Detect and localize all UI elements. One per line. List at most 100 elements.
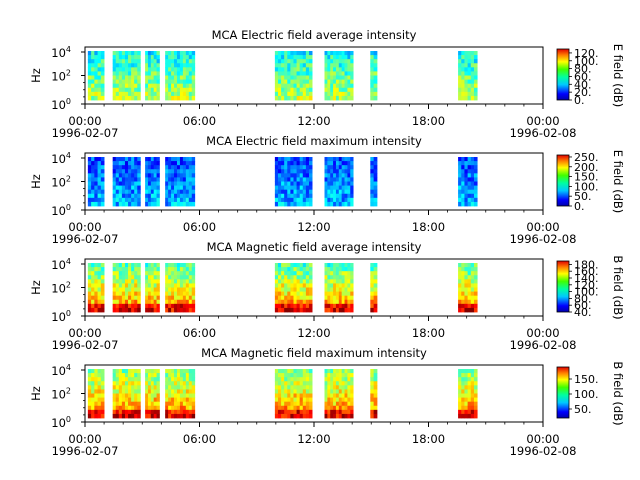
spectrogram-cell	[333, 393, 337, 398]
spectrogram-cell	[305, 67, 310, 72]
spectrogram-cell	[137, 157, 141, 162]
spectrogram-cell	[168, 87, 172, 93]
spectrogram-cell	[97, 377, 102, 382]
spectrogram-cell	[464, 405, 469, 411]
spectrogram-cell	[145, 303, 149, 309]
spectrogram-cell	[156, 381, 160, 386]
spectrogram-cell	[124, 385, 129, 390]
spectrogram-cell	[118, 271, 123, 276]
spectrogram-cell	[344, 291, 348, 297]
spectrogram-cell	[350, 295, 354, 301]
spectrogram-cell	[156, 401, 160, 407]
spectrogram-cell	[473, 95, 478, 101]
spectrogram-cell	[100, 295, 105, 301]
spectrogram-cell	[335, 267, 340, 272]
spectrogram-cell	[156, 75, 160, 80]
spectrogram-cell	[191, 59, 196, 64]
spectrogram-cell	[467, 299, 472, 305]
spectrogram-cell	[145, 377, 149, 382]
spectrogram-cell	[185, 373, 190, 378]
spectrogram-cell	[100, 287, 105, 292]
spectrogram-cell	[467, 173, 472, 178]
spectrogram-cell	[137, 83, 141, 89]
spectrogram-cell	[473, 75, 478, 80]
spectrogram-cell	[305, 177, 310, 182]
spectrogram-cell	[87, 95, 92, 101]
spectrogram-cell	[179, 95, 184, 101]
spectrogram-cell	[134, 413, 138, 419]
spectrogram-cell	[305, 401, 310, 407]
spectrogram-cell	[131, 91, 135, 97]
spectrogram-cell	[153, 197, 157, 203]
spectrogram-cell	[174, 413, 178, 419]
spectrogram-cell	[338, 55, 343, 60]
spectrogram-cell	[191, 397, 196, 403]
spectrogram-cell	[112, 291, 117, 297]
spectrogram-cell	[112, 63, 117, 68]
spectrogram-cell	[333, 51, 337, 56]
spectrogram-cell	[284, 157, 288, 162]
spectrogram-cell	[327, 303, 331, 309]
spectrogram-cell	[137, 193, 141, 199]
spectrogram-cell	[470, 59, 475, 64]
spectrogram-cell	[341, 409, 345, 415]
spectrogram-cell	[330, 59, 334, 64]
data-interval-block	[145, 51, 160, 101]
spectrogram-cell	[191, 369, 196, 374]
spectrogram-cell	[370, 295, 375, 301]
spectrogram-cell	[174, 79, 178, 85]
spectrogram-cell	[91, 67, 95, 72]
spectrogram-cell	[179, 275, 184, 280]
spectrogram-cell	[188, 263, 193, 268]
spectrogram-cell	[128, 263, 132, 268]
spectrogram-cell	[94, 197, 98, 203]
spectrogram-cell	[124, 283, 129, 288]
spectrogram-cell	[131, 71, 135, 76]
spectrogram-cell	[281, 63, 285, 68]
spectrogram-cell	[284, 271, 288, 276]
spectrogram-cell	[333, 189, 337, 195]
spectrogram-cell	[168, 193, 172, 199]
spectrogram-cell	[305, 51, 310, 56]
spectrogram-cell	[464, 267, 469, 272]
spectrogram-cell	[137, 55, 141, 60]
spectrogram-cell	[373, 283, 378, 288]
spectrogram-cell	[97, 397, 102, 403]
spectrogram-cell	[94, 157, 98, 162]
spectrogram-cell	[171, 67, 175, 72]
spectrogram-cell	[330, 295, 334, 301]
spectrogram-cell	[330, 185, 334, 191]
spectrogram-cell	[100, 177, 105, 182]
spectrogram-cell	[147, 75, 152, 80]
spectrogram-cell	[344, 385, 348, 390]
spectrogram-cell	[290, 377, 294, 382]
spectrogram-cell	[191, 75, 196, 80]
spectrogram-cell	[147, 185, 152, 191]
spectrogram-cell	[94, 283, 98, 288]
spectrogram-cell	[467, 303, 472, 309]
spectrogram-cell	[179, 157, 184, 162]
spectrogram-cell	[168, 177, 172, 182]
spectrogram-cell	[350, 369, 354, 374]
spectrogram-cell	[464, 63, 469, 68]
spectrogram-cell	[461, 59, 465, 64]
spectrogram-cell	[168, 197, 172, 203]
spectrogram-cell	[112, 271, 117, 276]
spectrogram-cell	[124, 405, 129, 411]
spectrogram-cell	[188, 287, 193, 292]
spectrogram-cell	[373, 263, 378, 268]
spectrogram-cell	[145, 67, 149, 72]
y-tick-label: 100	[51, 97, 71, 112]
spectrogram-cell	[91, 409, 95, 415]
spectrogram-cell	[341, 385, 345, 390]
spectrogram-cell	[185, 161, 190, 166]
spectrogram-cell	[174, 389, 178, 394]
spectrogram-cell	[333, 267, 337, 272]
spectrogram-cell	[176, 263, 181, 268]
spectrogram-cell	[330, 263, 334, 268]
spectrogram-cell	[330, 79, 334, 85]
spectrogram-cell	[137, 393, 141, 398]
spectrogram-cell	[134, 51, 138, 56]
spectrogram-cell	[305, 267, 310, 272]
spectrogram-cell	[165, 369, 169, 374]
